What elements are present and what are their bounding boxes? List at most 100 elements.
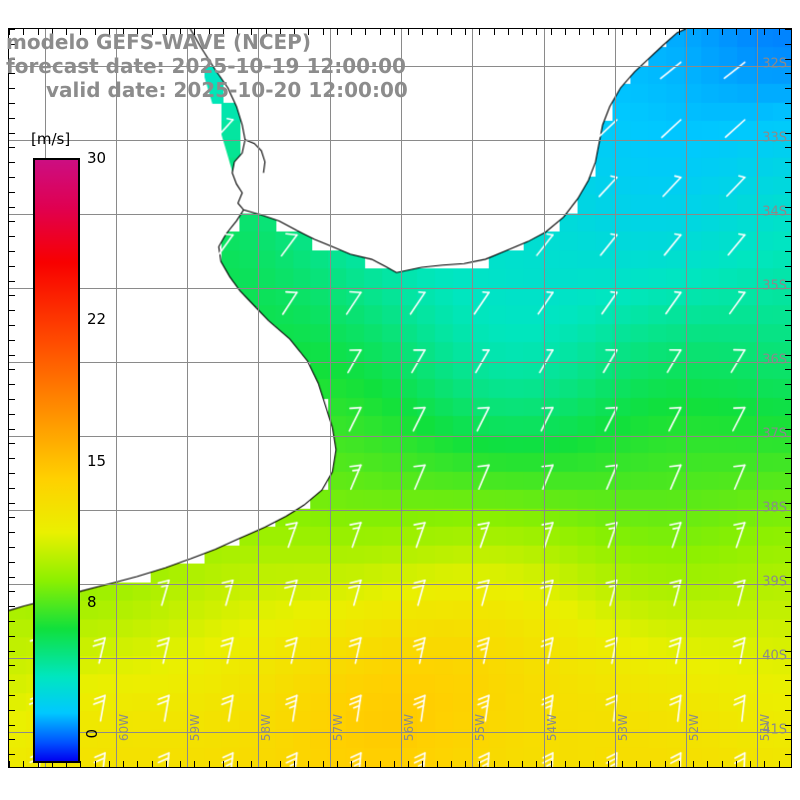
tick-right bbox=[785, 266, 791, 267]
tick-right bbox=[785, 325, 791, 326]
tick-bottom bbox=[308, 761, 309, 767]
tick-bottom bbox=[237, 761, 238, 767]
tick-bottom bbox=[722, 761, 723, 767]
tick-top bbox=[80, 29, 81, 35]
tick-left bbox=[9, 532, 15, 533]
tick-left bbox=[9, 44, 15, 45]
lon-label-59W: 59W bbox=[188, 713, 203, 741]
tick-top bbox=[408, 29, 409, 35]
tick-left bbox=[9, 651, 15, 652]
lon-label-56W: 56W bbox=[402, 713, 416, 741]
tick-left bbox=[9, 680, 15, 681]
tick-left bbox=[9, 133, 15, 134]
colorbar-tick-8: 8 bbox=[87, 592, 97, 611]
tick-right bbox=[785, 118, 791, 119]
tick-bottom bbox=[508, 761, 509, 767]
gridline-lon-55W bbox=[472, 29, 473, 767]
gridline-lon-56W bbox=[401, 29, 402, 767]
lon-label-53W: 53W bbox=[615, 713, 630, 741]
tick-right bbox=[785, 310, 791, 311]
tick-bottom bbox=[451, 761, 452, 767]
tick-bottom bbox=[650, 761, 651, 767]
tick-bottom bbox=[123, 761, 124, 767]
gridline-lon-52W bbox=[686, 29, 687, 767]
tick-right bbox=[785, 606, 791, 607]
tick-bottom bbox=[394, 761, 395, 767]
tick-left bbox=[9, 384, 15, 385]
tick-right bbox=[785, 665, 791, 666]
tick-top bbox=[52, 29, 53, 35]
tick-left bbox=[9, 473, 15, 474]
gridline-lon-54W bbox=[544, 29, 545, 767]
tick-left bbox=[9, 621, 15, 622]
tick-bottom bbox=[679, 761, 680, 767]
tick-bottom bbox=[636, 761, 637, 767]
tick-top bbox=[608, 29, 609, 35]
lon-label-57W: 57W bbox=[330, 713, 345, 741]
tick-bottom bbox=[565, 761, 566, 767]
tick-bottom bbox=[66, 761, 67, 767]
tick-bottom bbox=[52, 761, 53, 767]
tick-right bbox=[785, 577, 791, 578]
tick-bottom bbox=[323, 761, 324, 767]
tick-left bbox=[9, 517, 15, 518]
tick-bottom bbox=[351, 761, 352, 767]
tick-right bbox=[785, 44, 791, 45]
tick-top bbox=[323, 29, 324, 35]
tick-top bbox=[636, 29, 637, 35]
lat-label-33S: 33S bbox=[762, 130, 787, 146]
tick-top bbox=[209, 29, 210, 35]
lat-label-37S: 37S bbox=[762, 426, 787, 442]
tick-left bbox=[9, 591, 15, 592]
tick-bottom bbox=[465, 761, 466, 767]
tick-left bbox=[9, 355, 15, 356]
tick-left bbox=[9, 221, 15, 222]
tick-top bbox=[779, 29, 780, 35]
tick-top bbox=[465, 29, 466, 35]
lat-label-35S: 35S bbox=[762, 278, 787, 294]
tick-top bbox=[536, 29, 537, 35]
tick-right bbox=[785, 192, 791, 193]
gridline-lon-58W bbox=[258, 29, 259, 767]
tick-left bbox=[9, 295, 15, 296]
tick-top bbox=[451, 29, 452, 35]
tick-bottom bbox=[9, 761, 10, 767]
tick-top bbox=[280, 29, 281, 35]
tick-right bbox=[785, 517, 791, 518]
tick-bottom bbox=[380, 761, 381, 767]
tick-top bbox=[508, 29, 509, 35]
tick-bottom bbox=[365, 761, 366, 767]
tick-bottom bbox=[109, 761, 110, 767]
gridline-lon-51W bbox=[757, 29, 758, 767]
tick-left bbox=[9, 577, 15, 578]
tick-top bbox=[593, 29, 594, 35]
tick-left bbox=[9, 147, 15, 148]
tick-top bbox=[764, 29, 765, 35]
tick-bottom bbox=[536, 761, 537, 767]
tick-right bbox=[785, 251, 791, 252]
tick-left bbox=[9, 458, 15, 459]
gridline-lat-40S bbox=[9, 658, 791, 659]
tick-top bbox=[479, 29, 480, 35]
tick-right bbox=[785, 162, 791, 163]
tick-top bbox=[365, 29, 366, 35]
tick-left bbox=[9, 59, 15, 60]
tick-left bbox=[9, 369, 15, 370]
tick-bottom bbox=[707, 761, 708, 767]
tick-top bbox=[650, 29, 651, 35]
tick-right bbox=[785, 532, 791, 533]
tick-top bbox=[152, 29, 153, 35]
tick-bottom bbox=[750, 761, 751, 767]
tick-left bbox=[9, 281, 15, 282]
tick-right bbox=[785, 221, 791, 222]
tick-right bbox=[785, 295, 791, 296]
lat-label-40S: 40S bbox=[762, 648, 787, 664]
tick-bottom bbox=[437, 761, 438, 767]
tick-bottom bbox=[693, 761, 694, 767]
tick-top bbox=[223, 29, 224, 35]
wind-speed-field bbox=[9, 29, 791, 767]
colorbar-tick-30: 30 bbox=[87, 149, 107, 167]
tick-bottom bbox=[194, 761, 195, 767]
tick-top bbox=[551, 29, 552, 35]
tick-top bbox=[579, 29, 580, 35]
